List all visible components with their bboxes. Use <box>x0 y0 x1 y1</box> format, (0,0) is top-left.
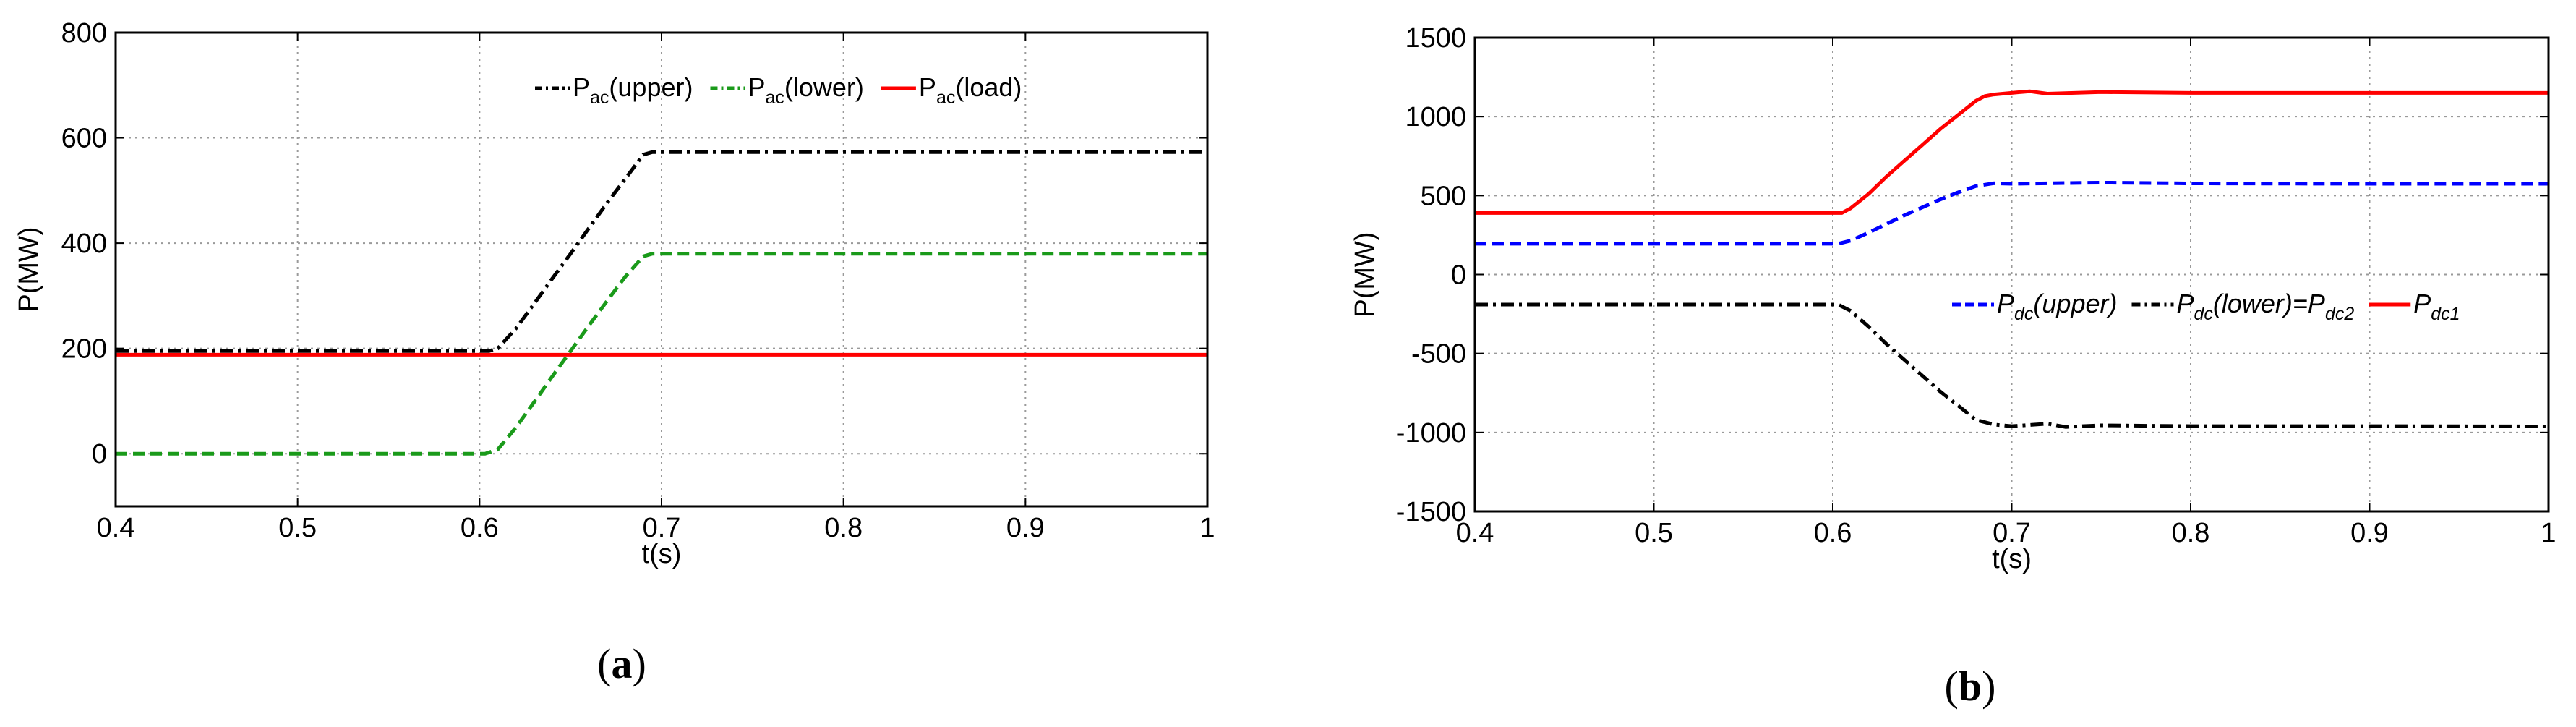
legend-label-0: Pdc(upper) <box>1997 289 2117 324</box>
subfigure-caption: (a) <box>597 640 646 687</box>
series-line-1 <box>116 252 1207 456</box>
y-axis-label: P(MW) <box>14 226 44 312</box>
x-tick-label: 0.7 <box>1993 518 2031 548</box>
plot-frame <box>114 31 1209 508</box>
series-line-0 <box>116 150 1207 353</box>
x-tick-label: 0.8 <box>824 513 863 543</box>
legend: Pdc(upper) Pdc(lower)=Pdc2 Pdc1 <box>1952 289 2460 324</box>
legend-label-1: Pac(lower) <box>748 72 863 108</box>
x-tick-label: 1 <box>1199 513 1215 543</box>
legend-label-0: Pac(upper) <box>573 72 693 108</box>
x-tick-label: 0.6 <box>1814 518 1852 548</box>
series-line-1 <box>1475 302 2549 429</box>
x-axis-label: t(s) <box>642 539 682 569</box>
x-tick-label: 0.8 <box>2172 518 2210 548</box>
x-tick-label: 0.5 <box>278 513 317 543</box>
x-axis-label: t(s) <box>1992 544 2032 574</box>
plot-frame <box>1473 36 2550 513</box>
y-tick-label: 200 <box>61 334 107 365</box>
series-line-0 <box>1475 180 2549 246</box>
legend-label-1: Pdc(lower)=Pdc2 <box>2176 289 2354 324</box>
x-tick-label: 0.7 <box>643 513 681 543</box>
x-tick-label: 0.9 <box>1006 513 1045 543</box>
grid <box>115 32 1208 506</box>
chart-b: 0.4 0.5 0.6 0.7 0.8 0.9 1 -1500 -1000 -500 0 500 100… <box>1350 23 2556 710</box>
plot-area <box>116 33 1207 506</box>
y-tick-label: 0 <box>92 439 107 469</box>
y-tick-label: -1000 <box>1396 418 1466 448</box>
y-tick-label: 800 <box>61 18 107 48</box>
x-tick-label: 1 <box>2541 518 2556 548</box>
x-tick-label: 0.4 <box>97 513 135 543</box>
y-axis-label: P(MW) <box>1350 231 1380 317</box>
y-tick-label: 500 <box>1421 181 1466 211</box>
legend-label-2: Pdc1 <box>2413 289 2460 324</box>
y-tick-label: 600 <box>61 124 107 154</box>
x-tick-label: 0.5 <box>1635 518 1673 548</box>
x-tick-label: 0.9 <box>2350 518 2389 548</box>
subfigure-caption: (b) <box>1945 663 1996 710</box>
chart-a: 0.4 0.5 0.6 0.7 0.8 0.9 1 0 200 400 600 800 t(s) P(MW… <box>14 18 1215 687</box>
y-tick-label: -500 <box>1411 339 1466 370</box>
y-tick-label: 0 <box>1451 260 1466 291</box>
y-tick-label: 1000 <box>1405 102 1466 132</box>
legend-label-2: Pac(load) <box>919 72 1022 108</box>
x-tick-label: 0.6 <box>461 513 499 543</box>
series-line-2 <box>1475 89 2549 215</box>
y-tick-label: 400 <box>61 229 107 259</box>
legend: Pac(upper) Pac(lower) Pac(load) <box>535 72 1022 108</box>
y-tick-label: -1500 <box>1396 497 1466 527</box>
y-tick-label: 1500 <box>1405 23 1466 54</box>
x-tick-label: 0.4 <box>1456 518 1494 548</box>
